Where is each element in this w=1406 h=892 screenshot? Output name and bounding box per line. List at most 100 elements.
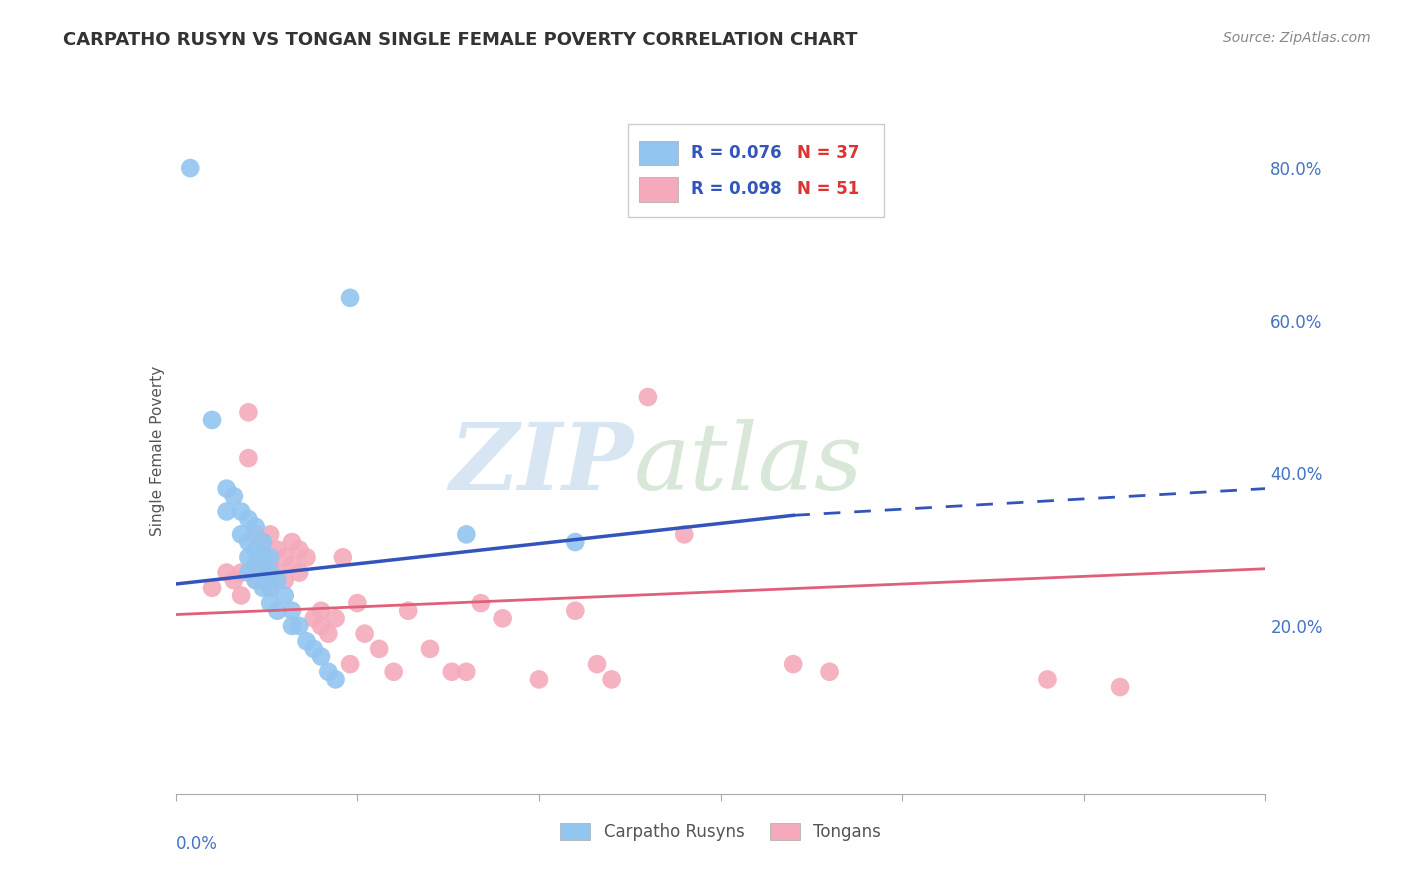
- Point: [259, 566, 281, 580]
- Point: [440, 665, 463, 679]
- Text: R = 0.076: R = 0.076: [692, 145, 782, 162]
- Point: [274, 589, 297, 603]
- Point: [564, 604, 586, 618]
- Point: [231, 566, 253, 580]
- Point: [346, 596, 368, 610]
- Point: [419, 641, 441, 656]
- Point: [302, 611, 325, 625]
- Point: [396, 604, 419, 618]
- Point: [259, 550, 281, 565]
- Point: [600, 673, 623, 687]
- Point: [281, 535, 304, 549]
- Text: N = 51: N = 51: [797, 180, 859, 198]
- Point: [1036, 673, 1059, 687]
- Point: [238, 550, 260, 565]
- Point: [252, 566, 274, 580]
- Point: [318, 626, 340, 640]
- Point: [274, 573, 297, 587]
- Point: [782, 657, 804, 672]
- Point: [245, 573, 267, 587]
- Text: R = 0.098: R = 0.098: [692, 180, 782, 198]
- Point: [238, 535, 260, 549]
- Point: [259, 581, 281, 595]
- Point: [470, 596, 492, 610]
- Point: [818, 665, 841, 679]
- Point: [266, 604, 288, 618]
- Point: [245, 520, 267, 534]
- Point: [673, 527, 696, 541]
- Point: [259, 581, 281, 595]
- Point: [231, 589, 253, 603]
- Point: [252, 535, 274, 549]
- Point: [266, 542, 288, 557]
- Point: [318, 665, 340, 679]
- Point: [245, 527, 267, 541]
- Point: [259, 527, 281, 541]
- Point: [245, 558, 267, 572]
- Point: [266, 566, 288, 580]
- Point: [325, 611, 347, 625]
- Text: Source: ZipAtlas.com: Source: ZipAtlas.com: [1223, 31, 1371, 45]
- Point: [564, 535, 586, 549]
- Point: [259, 596, 281, 610]
- Point: [245, 573, 267, 587]
- Point: [238, 405, 260, 419]
- Point: [637, 390, 659, 404]
- Point: [201, 413, 224, 427]
- Point: [281, 619, 304, 633]
- Point: [252, 550, 274, 565]
- Point: [295, 550, 318, 565]
- Point: [252, 566, 274, 580]
- Point: [201, 581, 224, 595]
- Point: [309, 619, 332, 633]
- Point: [295, 634, 318, 648]
- Text: 0.0%: 0.0%: [176, 835, 218, 853]
- FancyBboxPatch shape: [638, 141, 678, 165]
- Point: [1109, 680, 1132, 694]
- Point: [586, 657, 609, 672]
- Point: [309, 604, 332, 618]
- Point: [245, 542, 267, 557]
- Text: N = 37: N = 37: [797, 145, 859, 162]
- Point: [215, 566, 238, 580]
- Point: [288, 566, 311, 580]
- Point: [238, 512, 260, 526]
- Point: [238, 566, 260, 580]
- Point: [309, 649, 332, 664]
- Point: [456, 527, 478, 541]
- Point: [332, 550, 354, 565]
- Point: [368, 641, 391, 656]
- Legend: Carpatho Rusyns, Tongans: Carpatho Rusyns, Tongans: [554, 816, 887, 847]
- Point: [339, 291, 361, 305]
- Point: [339, 657, 361, 672]
- Point: [231, 504, 253, 518]
- FancyBboxPatch shape: [628, 124, 884, 217]
- Point: [281, 604, 304, 618]
- Point: [281, 558, 304, 572]
- Point: [222, 573, 245, 587]
- Point: [215, 482, 238, 496]
- Point: [222, 489, 245, 503]
- Point: [288, 542, 311, 557]
- Point: [288, 619, 311, 633]
- Point: [456, 665, 478, 679]
- Point: [245, 558, 267, 572]
- Y-axis label: Single Female Poverty: Single Female Poverty: [149, 366, 165, 535]
- Point: [527, 673, 550, 687]
- Point: [382, 665, 405, 679]
- Point: [353, 626, 375, 640]
- Point: [252, 581, 274, 595]
- Text: CARPATHO RUSYN VS TONGAN SINGLE FEMALE POVERTY CORRELATION CHART: CARPATHO RUSYN VS TONGAN SINGLE FEMALE P…: [63, 31, 858, 49]
- Point: [492, 611, 515, 625]
- Point: [252, 535, 274, 549]
- Point: [215, 504, 238, 518]
- Point: [325, 673, 347, 687]
- Point: [179, 161, 201, 175]
- Text: ZIP: ZIP: [449, 419, 633, 509]
- Point: [238, 451, 260, 466]
- Point: [259, 558, 281, 572]
- Point: [231, 527, 253, 541]
- Point: [266, 573, 288, 587]
- FancyBboxPatch shape: [638, 178, 678, 202]
- Point: [274, 550, 297, 565]
